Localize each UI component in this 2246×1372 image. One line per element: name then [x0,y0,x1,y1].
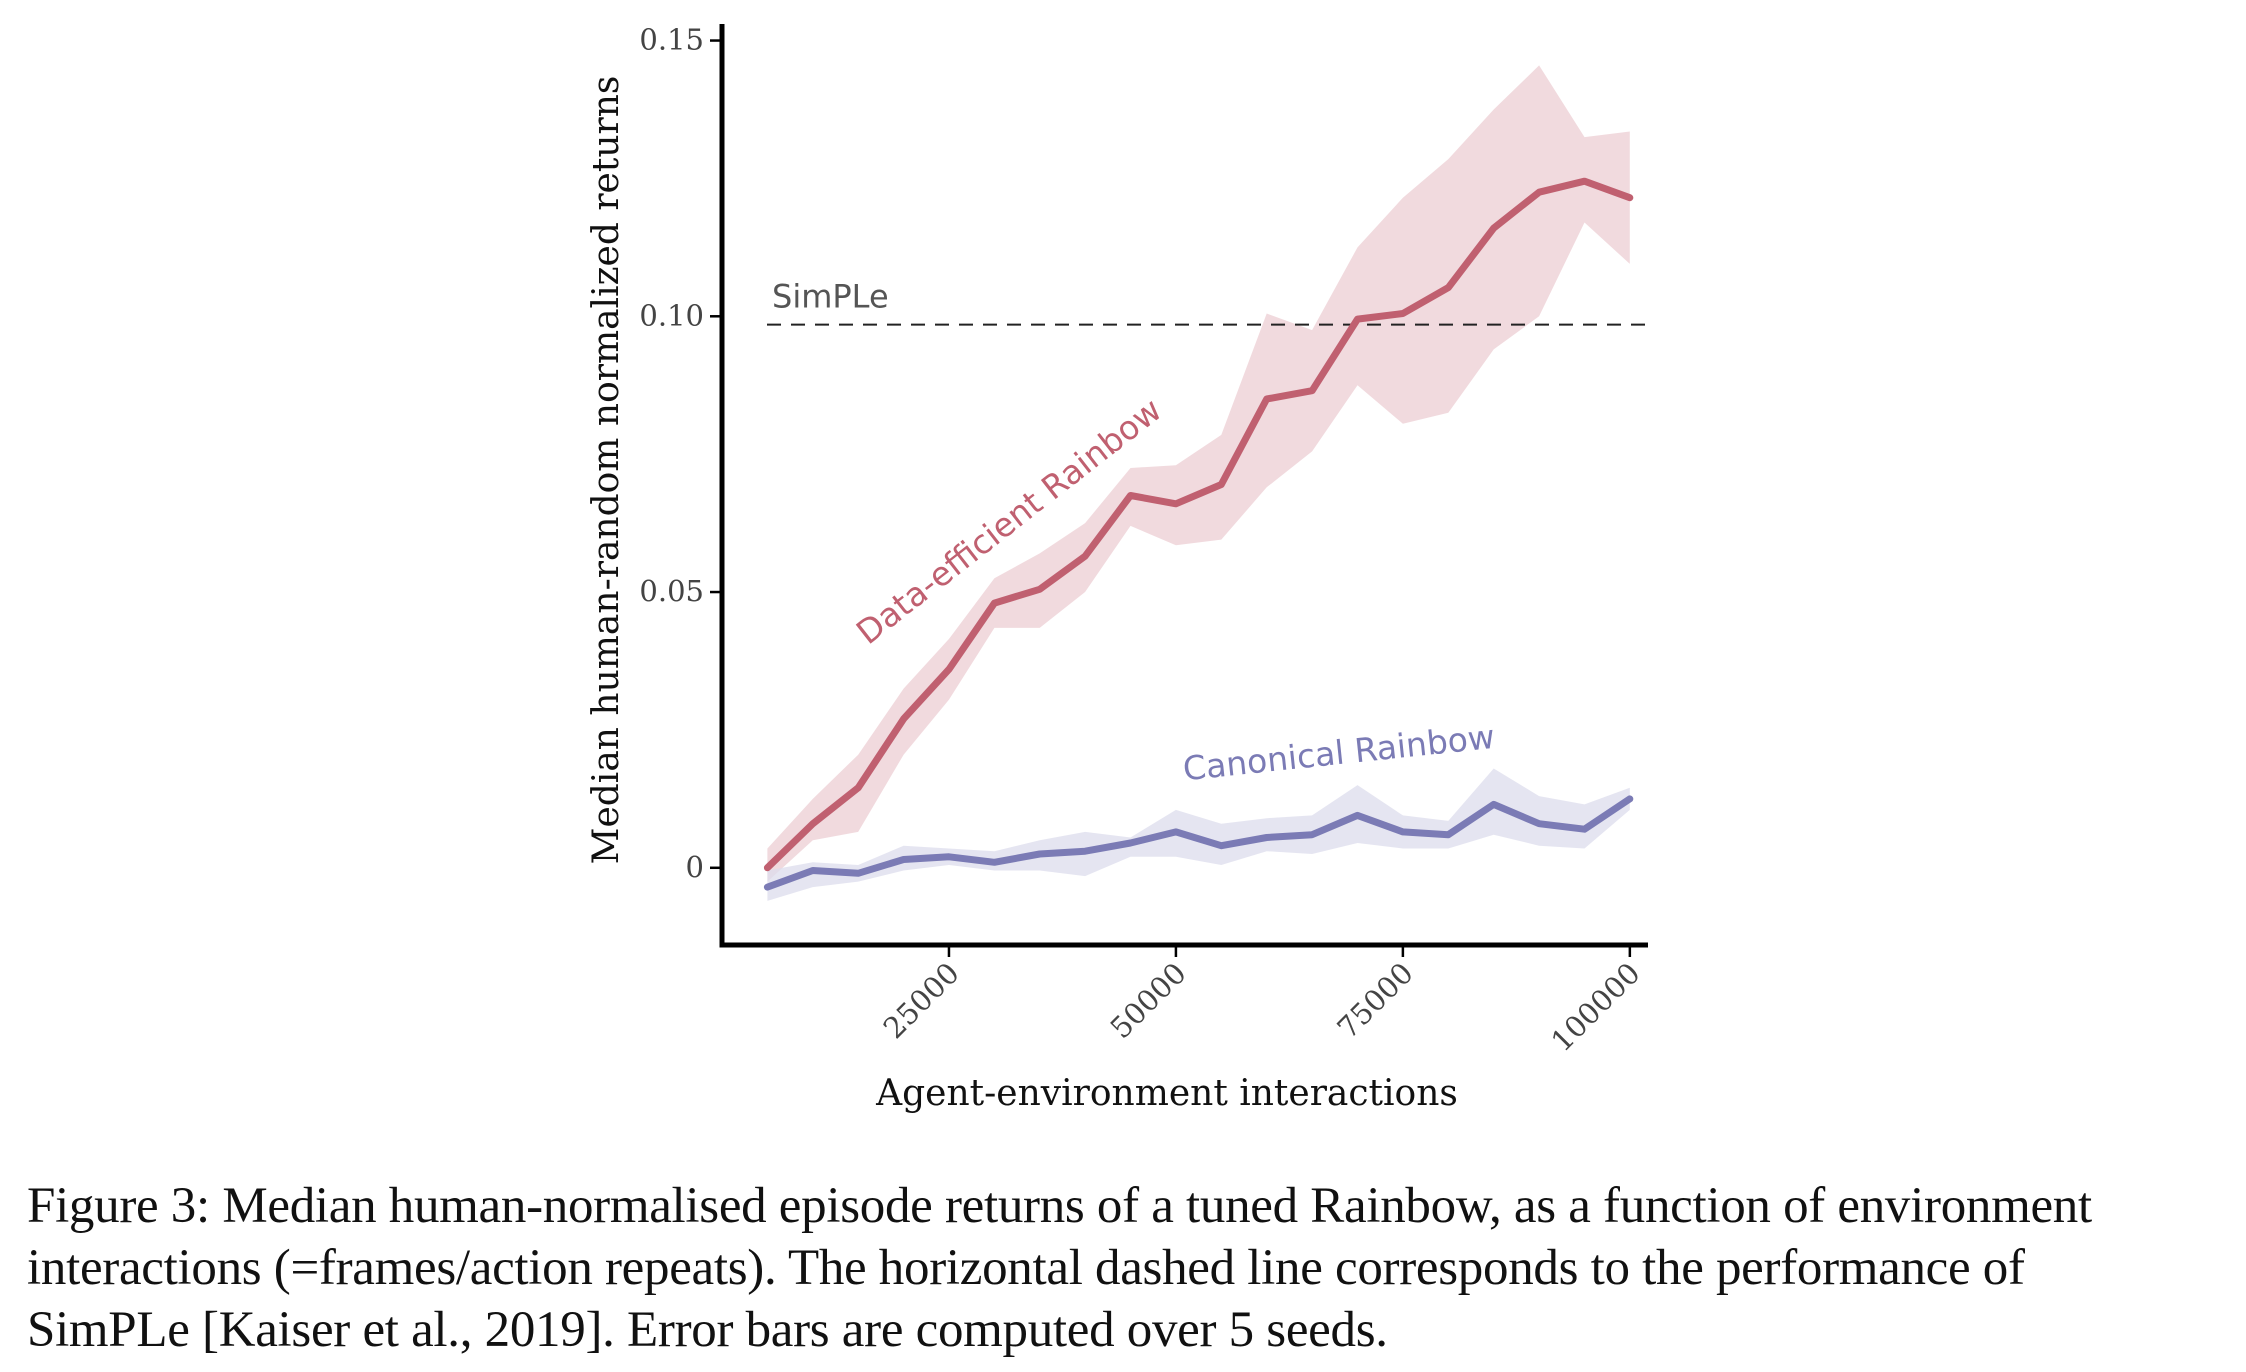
caption-line: SimPLe [Kaiser et al., 2019]. Error bars… [27,1302,1388,1358]
y-tick-label: 0 [686,850,704,884]
series-lines [763,177,1634,891]
caption-line: interactions (=frames/action repeats). T… [27,1240,2025,1296]
error-band [767,65,1630,882]
y-tick-label: 0.10 [639,298,704,332]
y-tick-label: 0.15 [639,23,704,57]
x-tick-label: 50000 [1104,956,1193,1045]
x-tick-label: 75000 [1331,956,1420,1045]
x-tick-label: 100000 [1544,956,1646,1058]
series-line [763,177,1634,872]
caption-line: Figure 3: Median human-normalised episod… [27,1178,2092,1234]
series-label: Canonical Rainbow [1181,717,1496,789]
figure-caption: Figure 3: Median human-normalised episod… [27,1175,2227,1361]
x-axis-label: Agent-environment interactions [875,1073,1458,1114]
x-tick-label: 25000 [877,956,966,1045]
error-band [767,768,1630,901]
y-tick-label: 0.05 [639,574,704,608]
error-bands [767,65,1630,901]
y-axis-label: Median human-random normalized returns [586,76,627,865]
reference-line-group: SimPLe [767,278,1648,326]
reference-line-label: SimPLe [772,278,889,316]
series-line [763,795,1634,891]
